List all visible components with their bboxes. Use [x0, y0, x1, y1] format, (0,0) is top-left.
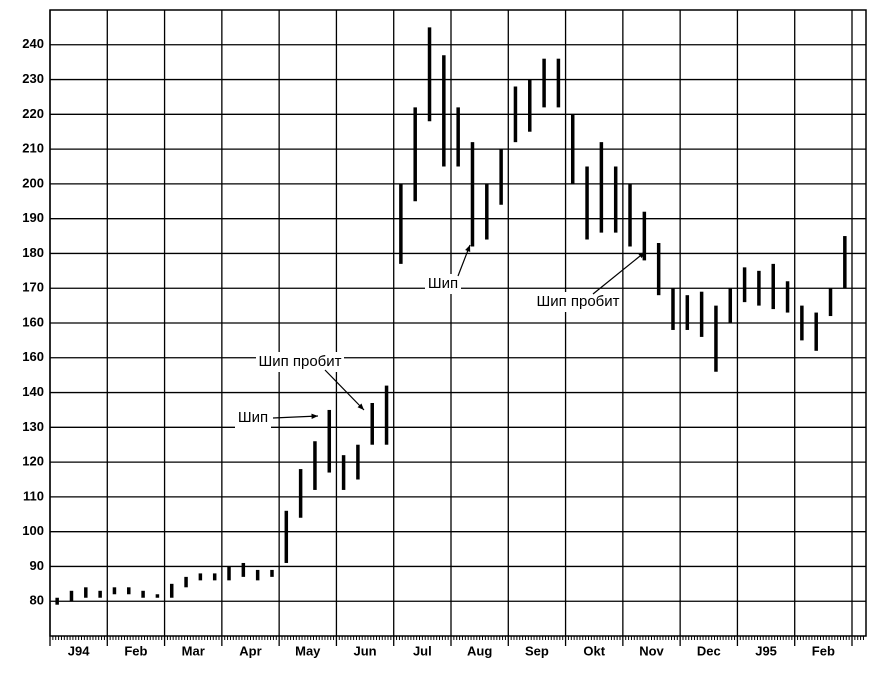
- x-tick-label: Okt: [583, 643, 605, 658]
- annotation: Шип пробит: [536, 293, 619, 310]
- y-tick-label: 130: [22, 419, 44, 434]
- x-tick-label: J94: [68, 643, 90, 658]
- annotation: Шип пробит: [258, 353, 341, 370]
- annotation-arrow: [592, 251, 646, 295]
- y-tick-label: 170: [22, 280, 44, 295]
- y-tick-label: 160: [22, 314, 44, 329]
- x-tick-label: Mar: [182, 643, 205, 658]
- arrow-head: [638, 252, 645, 259]
- x-tick-label: Sep: [525, 643, 549, 658]
- arrow-head: [357, 403, 364, 410]
- annotation-arrow: [324, 369, 365, 411]
- annotation-bg: [235, 408, 271, 428]
- y-tick-label: 220: [22, 106, 44, 121]
- x-tick-label: Nov: [639, 643, 664, 658]
- y-tick-label: 160: [22, 349, 44, 364]
- y-tick-label: 80: [30, 593, 44, 608]
- x-tick-label: Feb: [124, 643, 147, 658]
- y-tick-label: 110: [23, 488, 44, 503]
- annotation-bg: [425, 274, 461, 294]
- annotation-arrow: [272, 415, 319, 419]
- annotation: Шип: [238, 409, 268, 426]
- y-tick-label: 210: [22, 141, 44, 156]
- x-tick-label: May: [295, 643, 321, 658]
- y-tick-label: 180: [22, 245, 44, 260]
- y-tick-label: 230: [22, 71, 44, 86]
- annotation-bg: [256, 352, 344, 372]
- y-tick-label: 140: [22, 384, 44, 399]
- x-tick-label: Feb: [812, 643, 835, 658]
- y-tick-label: 200: [22, 175, 44, 190]
- x-tick-label: Jul: [413, 643, 432, 658]
- arrow-head: [311, 413, 318, 420]
- x-tick-label: Apr: [239, 643, 261, 658]
- y-tick-label: 190: [22, 210, 44, 225]
- x-tick-label: J95: [755, 643, 777, 658]
- annotation: Шип: [428, 275, 458, 292]
- y-tick-label: 120: [22, 454, 44, 469]
- arrow-head: [465, 245, 471, 252]
- x-tick-label: Aug: [467, 643, 492, 658]
- y-tick-label: 240: [22, 36, 44, 51]
- annotation-bg: [534, 292, 622, 312]
- y-tick-label: 100: [22, 523, 44, 538]
- x-tick-label: Jun: [354, 643, 377, 658]
- x-tick-label: Dec: [697, 643, 721, 658]
- y-tick-label: 90: [30, 558, 44, 573]
